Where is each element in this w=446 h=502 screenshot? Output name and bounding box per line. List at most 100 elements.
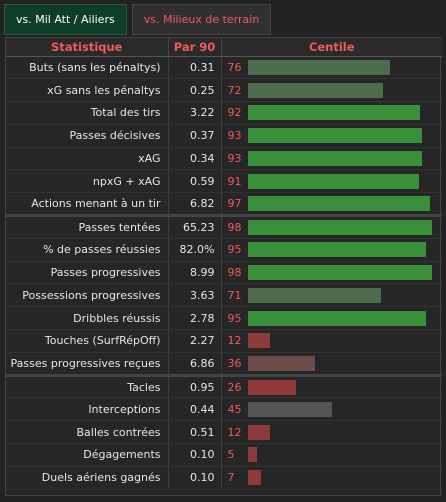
percentile-bar-track bbox=[247, 424, 436, 440]
percentile-value: 72 bbox=[227, 83, 242, 97]
table-row: npxG + xAG 0.59 91 bbox=[6, 169, 442, 194]
per90-value: 8.99 bbox=[168, 261, 222, 285]
table-row: Duels aériens gagnés 0.10 7 bbox=[6, 466, 442, 490]
percentile-bar bbox=[247, 333, 271, 349]
table-row: Balles contrées 0.51 12 bbox=[6, 420, 442, 445]
table-row: Tacles 0.95 26 bbox=[6, 373, 442, 399]
percentile-bar-track bbox=[247, 470, 436, 486]
percentile-value: 95 bbox=[227, 311, 242, 325]
percentile-bar bbox=[247, 265, 432, 281]
stat-name: Passes tentées bbox=[6, 214, 169, 239]
stat-name: Buts (sans les pénaltys) bbox=[6, 56, 169, 80]
percentile-value: 95 bbox=[227, 243, 242, 257]
table-row: Passes tentées 65.23 98 bbox=[6, 214, 442, 239]
percentile-cell: 71 bbox=[221, 283, 442, 308]
per90-value: 2.27 bbox=[168, 329, 222, 353]
percentile-value: 76 bbox=[227, 60, 242, 74]
table-row: Touches (SurfRépOff) 2.27 12 bbox=[6, 329, 442, 353]
tab-vs-midfielders[interactable]: vs. Milieux de terrain bbox=[131, 4, 272, 35]
percentile-value: 98 bbox=[227, 220, 242, 234]
stat-name: Passes décisives bbox=[6, 124, 169, 148]
percentile-bar bbox=[247, 196, 430, 212]
percentile-bar-track bbox=[247, 59, 436, 75]
stat-name: Passes progressives reçues bbox=[6, 352, 169, 376]
table-row: xAG 0.34 93 bbox=[6, 147, 442, 171]
percentile-bar-track bbox=[247, 82, 436, 98]
table-body: Buts (sans les pénaltys) 0.31 76 xG sans le… bbox=[6, 56, 442, 490]
percentile-cell: 7 bbox=[221, 466, 442, 490]
percentile-value: 7 bbox=[227, 471, 235, 485]
per90-value: 0.34 bbox=[168, 147, 222, 171]
percentile-value: 97 bbox=[227, 197, 242, 211]
percentile-value: 26 bbox=[227, 380, 242, 394]
percentile-cell: 92 bbox=[221, 101, 442, 125]
stat-name: Duels aériens gagnés bbox=[6, 466, 169, 490]
percentile-value: 36 bbox=[227, 356, 242, 370]
stat-name: % de passes réussies bbox=[6, 238, 169, 262]
per90-value: 0.59 bbox=[168, 169, 222, 194]
percentile-bar-track bbox=[247, 196, 436, 212]
percentile-bar bbox=[247, 424, 271, 440]
percentile-cell: 93 bbox=[221, 147, 442, 171]
percentile-cell: 97 bbox=[221, 192, 442, 217]
per90-value: 0.37 bbox=[168, 124, 222, 148]
stat-name: Interceptions bbox=[6, 397, 169, 422]
percentile-cell: 36 bbox=[221, 352, 442, 376]
percentile-value: 92 bbox=[227, 106, 242, 120]
percentile-bar-track bbox=[247, 401, 436, 417]
per90-value: 0.51 bbox=[168, 420, 222, 445]
percentile-bar bbox=[247, 82, 383, 98]
percentile-bar bbox=[247, 242, 427, 258]
percentile-cell: 12 bbox=[221, 420, 442, 445]
percentile-bar-track bbox=[247, 242, 436, 258]
percentile-bar-track bbox=[247, 219, 436, 235]
stat-name: Possessions progressives bbox=[6, 283, 169, 308]
table-row: Passes progressives reçues 6.86 36 bbox=[6, 352, 442, 376]
percentile-value: 45 bbox=[227, 402, 242, 416]
header-per90[interactable]: Par 90 bbox=[168, 38, 222, 57]
comparison-tabs: vs. Mil Att / Ailiers vs. Milieux de ter… bbox=[4, 4, 276, 35]
percentile-bar-track bbox=[247, 128, 436, 144]
per90-value: 6.82 bbox=[168, 192, 222, 217]
table-row: Possessions progressives 3.63 71 bbox=[6, 283, 442, 308]
tab-vs-forwards-wingers[interactable]: vs. Mil Att / Ailiers bbox=[4, 4, 127, 35]
percentile-value: 98 bbox=[227, 266, 242, 280]
per90-value: 3.63 bbox=[168, 283, 222, 308]
scouting-report-table: Statistique Par 90 Centile Buts (sans le… bbox=[5, 37, 442, 496]
percentile-bar bbox=[247, 105, 421, 121]
per90-value: 0.31 bbox=[168, 56, 222, 80]
table-row: Actions menant à un tir 6.82 97 bbox=[6, 192, 442, 217]
percentile-value: 71 bbox=[227, 288, 242, 302]
percentile-bar-track bbox=[247, 173, 436, 189]
percentile-cell: 45 bbox=[221, 397, 442, 422]
per90-value: 0.10 bbox=[168, 443, 222, 467]
percentile-bar-track bbox=[247, 310, 436, 326]
percentile-value: 93 bbox=[227, 129, 242, 143]
per90-value: 0.10 bbox=[168, 466, 222, 490]
percentile-bar bbox=[247, 379, 297, 395]
percentile-bar-track bbox=[247, 333, 436, 349]
header-percentile[interactable]: Centile bbox=[221, 38, 442, 57]
table-row: Buts (sans les pénaltys) 0.31 76 bbox=[6, 56, 442, 80]
percentile-cell: 91 bbox=[221, 169, 442, 194]
stat-name: Passes progressives bbox=[6, 261, 169, 285]
per90-value: 0.44 bbox=[168, 397, 222, 422]
percentile-bar-track bbox=[247, 287, 436, 303]
table-row: Passes progressives 8.99 98 bbox=[6, 261, 442, 285]
percentile-bar bbox=[247, 219, 432, 235]
stat-name: Actions menant à un tir bbox=[6, 192, 169, 217]
per90-value: 6.86 bbox=[168, 352, 222, 376]
table-header-row: Statistique Par 90 Centile bbox=[6, 38, 442, 57]
percentile-cell: 95 bbox=[221, 306, 442, 331]
percentile-bar bbox=[247, 310, 427, 326]
percentile-bar bbox=[247, 355, 316, 371]
percentile-value: 93 bbox=[227, 152, 242, 166]
per90-value: 0.95 bbox=[168, 373, 222, 399]
percentile-bar bbox=[247, 447, 257, 463]
percentile-value: 12 bbox=[227, 425, 242, 439]
header-statistic[interactable]: Statistique bbox=[6, 38, 169, 57]
percentile-cell: 26 bbox=[221, 373, 442, 399]
percentile-bar-track bbox=[247, 105, 436, 121]
percentile-cell: 5 bbox=[221, 443, 442, 467]
percentile-cell: 98 bbox=[221, 214, 442, 239]
